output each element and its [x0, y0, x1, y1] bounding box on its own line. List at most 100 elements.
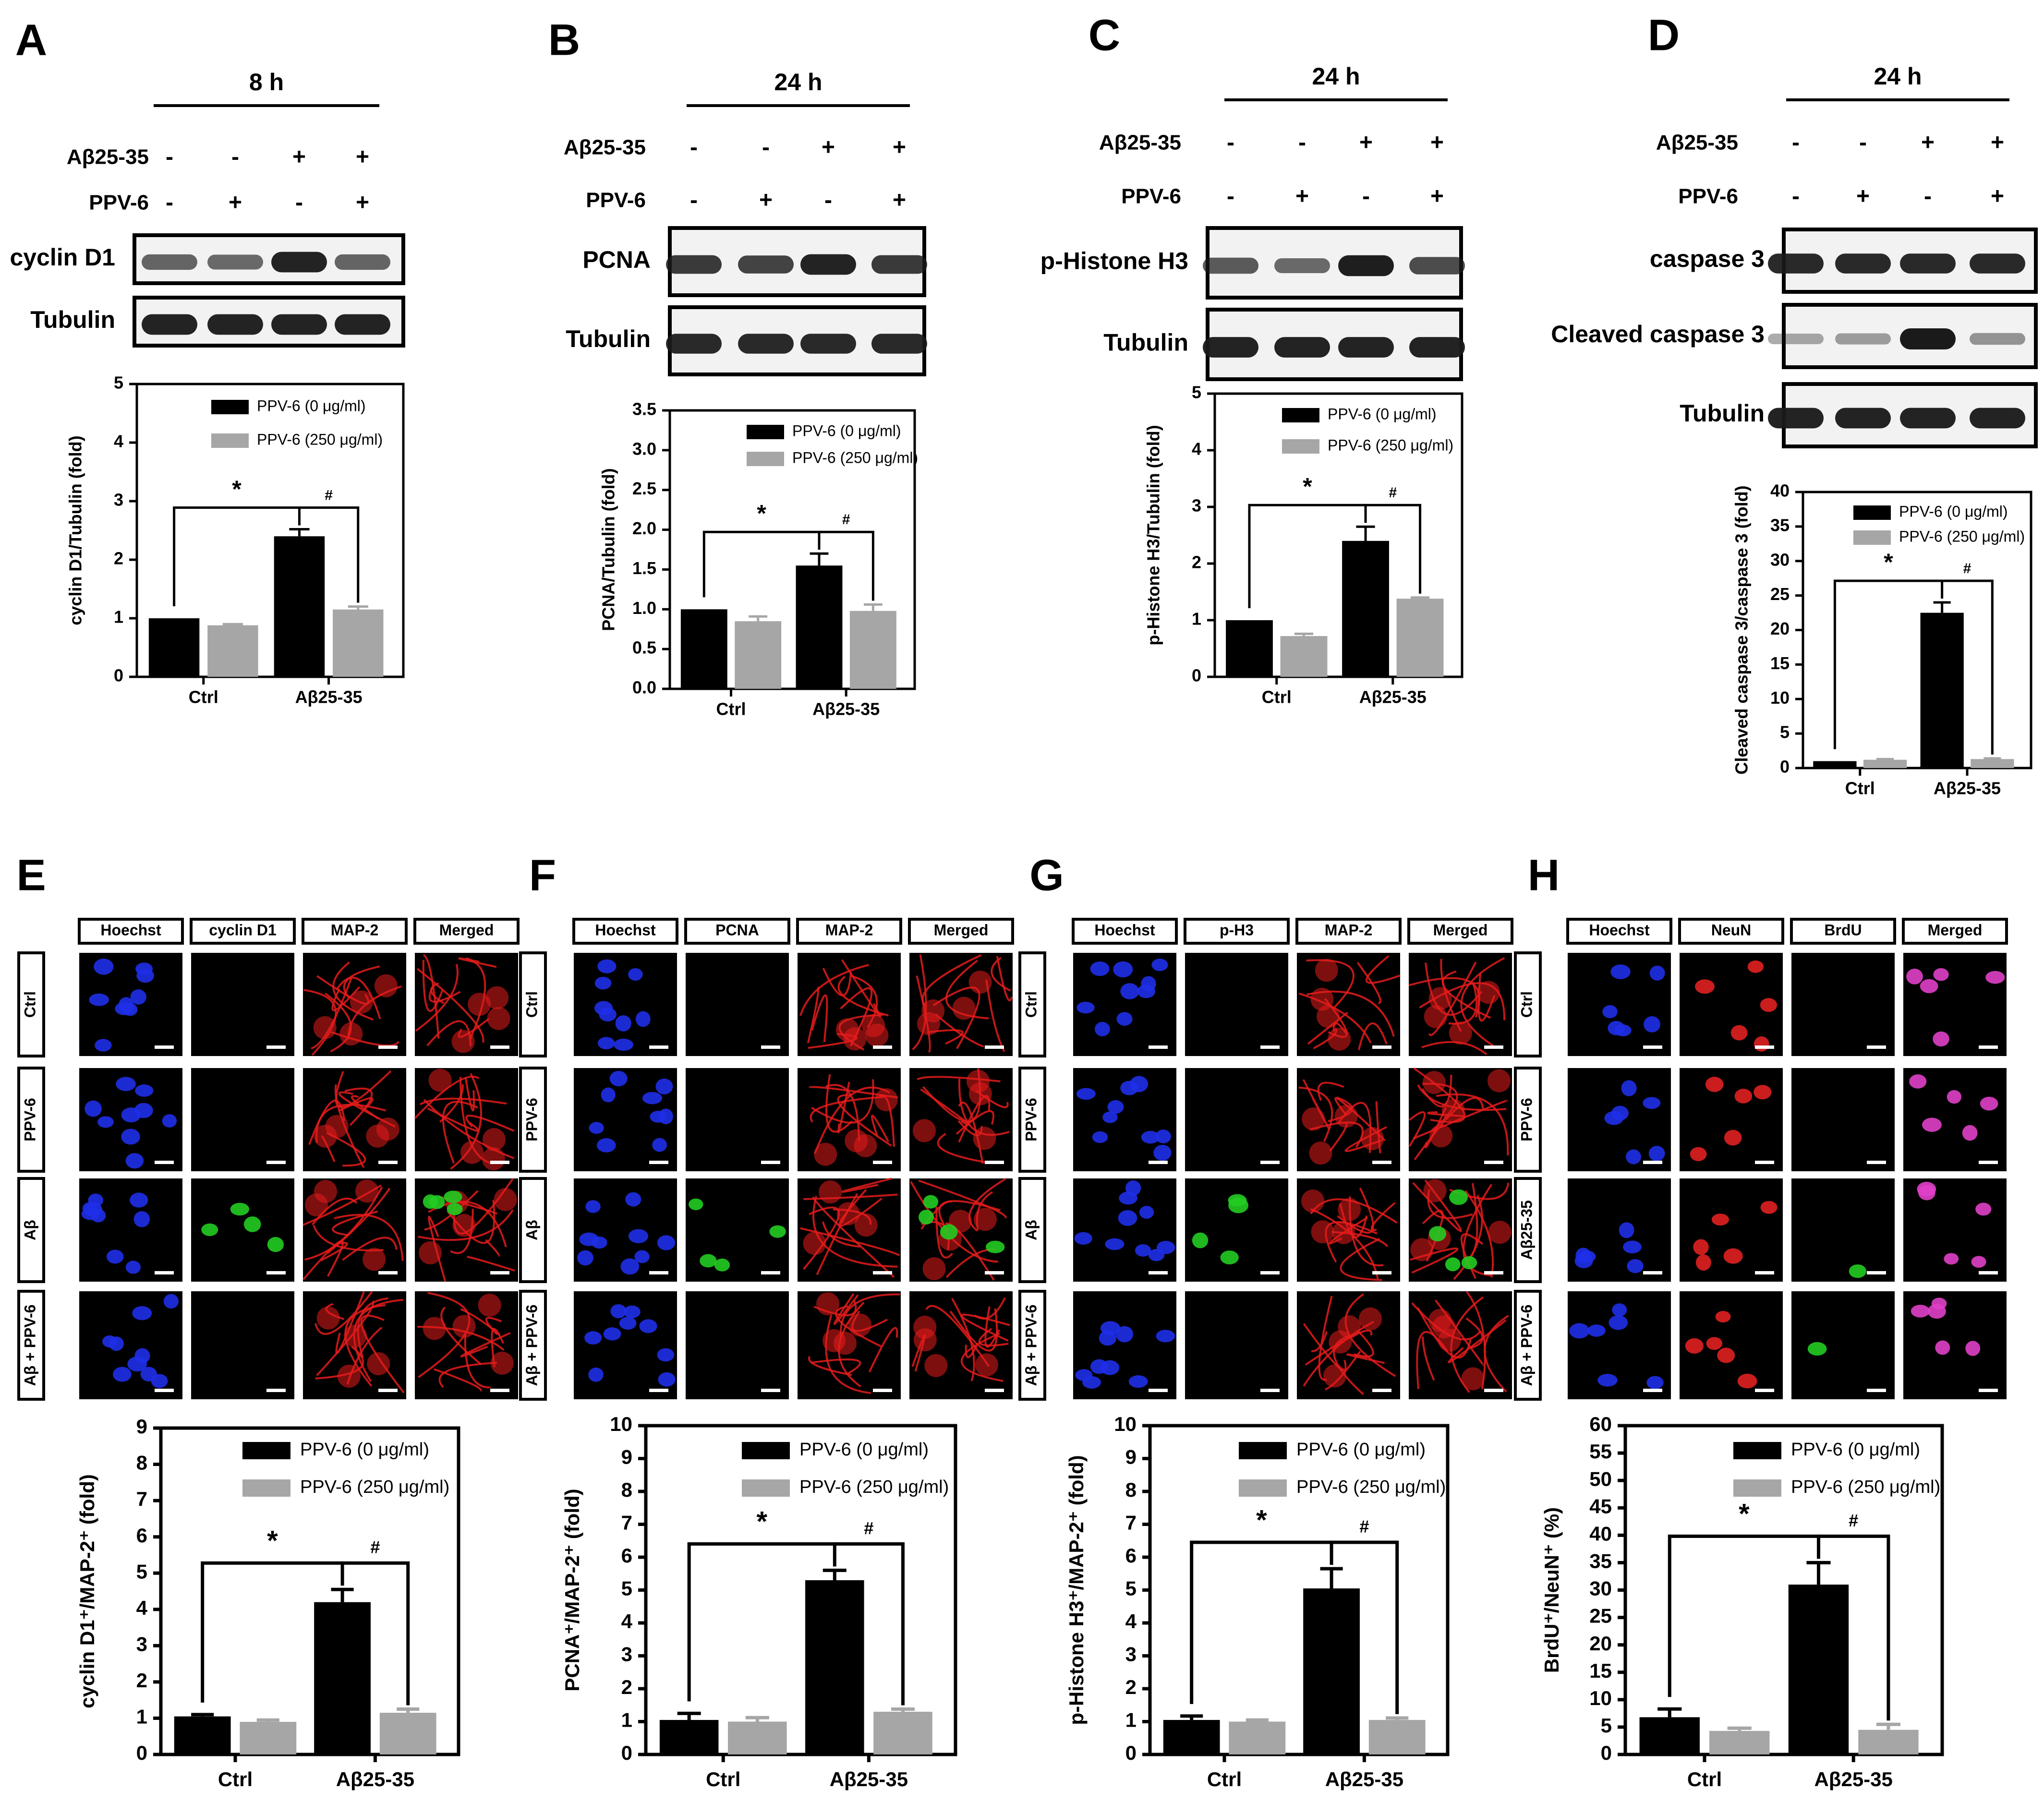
band	[1768, 334, 1824, 344]
nucleus	[615, 1015, 631, 1032]
treatment-sign: +	[356, 144, 369, 170]
y-tick-label: 9	[1125, 1446, 1137, 1468]
micrograph	[191, 1068, 294, 1171]
scale-bar	[1755, 1161, 1774, 1164]
significance-bracket	[819, 530, 874, 601]
micrograph	[1791, 1178, 1895, 1282]
legend-label: PPV-6 (250 μg/ml)	[1791, 1477, 1940, 1497]
treatment-sign: -	[690, 135, 698, 160]
micrograph-background	[1791, 1291, 1895, 1399]
neurite	[1414, 1097, 1484, 1161]
nucleus	[1723, 1248, 1743, 1264]
y-tick-label: 1.0	[632, 598, 656, 618]
soma	[922, 1257, 946, 1281]
neurite	[1412, 1179, 1462, 1232]
row-header: Aβ	[523, 1220, 540, 1240]
bar	[240, 1722, 297, 1754]
micrograph	[686, 1178, 789, 1282]
y-tick-label: 0	[136, 1742, 147, 1764]
scale-bar	[1867, 1045, 1886, 1049]
micrograph	[1680, 1068, 1783, 1171]
neurite	[314, 1291, 373, 1335]
soma	[924, 1354, 948, 1377]
column-header-box	[78, 918, 184, 945]
column-header-box	[1678, 918, 1784, 945]
significance-hash: #	[1849, 1511, 1858, 1530]
soma	[485, 986, 509, 1009]
neurite	[965, 1345, 978, 1358]
treatment-sign: -	[1298, 130, 1306, 156]
treatment-sign: +	[1359, 130, 1373, 156]
micrograph	[1680, 953, 1783, 1056]
micrograph	[909, 953, 1013, 1056]
neurite	[1318, 1296, 1333, 1381]
bar	[1303, 1588, 1360, 1754]
scale-bar	[1643, 1161, 1662, 1164]
scale-bar	[985, 1389, 1004, 1392]
micrograph	[798, 1291, 901, 1399]
micrograph	[909, 1177, 1013, 1282]
bar	[207, 625, 258, 677]
legend-swatch	[747, 425, 784, 439]
row-header: Aβ25-35	[1518, 1200, 1535, 1260]
soma	[1488, 1221, 1512, 1244]
scale-bar	[155, 1045, 174, 1049]
panel-letter-b: B	[548, 15, 580, 64]
neurite	[344, 1087, 373, 1126]
nucleus	[130, 1192, 148, 1208]
significance-star: *	[756, 1506, 767, 1538]
micrograph	[1297, 953, 1401, 1056]
micrograph	[1185, 1178, 1288, 1282]
treatment-label: PPV-6	[1678, 185, 1738, 208]
significance-bracket	[1942, 579, 1994, 755]
soma	[451, 1030, 475, 1053]
scale-bar	[1979, 1045, 1998, 1049]
neurite	[1311, 1331, 1328, 1352]
treatment-sign: +	[759, 188, 773, 213]
y-axis-label: PCNA⁺/MAP-2⁺ (fold)	[561, 1489, 583, 1691]
nucleus	[88, 1193, 104, 1207]
y-tick-label: 5	[1780, 722, 1790, 742]
y-tick-label: 3	[136, 1633, 147, 1655]
nucleus	[1646, 1376, 1664, 1389]
neurite	[417, 968, 484, 1043]
bar	[379, 1713, 436, 1754]
nucleus	[919, 1210, 934, 1225]
scale-bar	[378, 1389, 398, 1392]
neurite	[810, 1358, 861, 1374]
nucleus	[243, 1216, 261, 1232]
scale-bar	[1260, 1045, 1280, 1049]
nucleus	[1971, 1256, 1986, 1268]
plot-frame	[1623, 1424, 1944, 1756]
band	[207, 254, 263, 270]
micrograph	[1297, 1178, 1400, 1282]
column-header: cyclin D1	[209, 921, 277, 938]
y-tick-label: 15	[1589, 1659, 1612, 1682]
column-header: BrdU	[1824, 921, 1862, 938]
bar	[849, 611, 896, 689]
column-header: MAP-2	[1325, 921, 1373, 938]
y-tick-label: 60	[1589, 1413, 1612, 1435]
nucleus	[1569, 1323, 1590, 1339]
micrograph	[1568, 1291, 1671, 1399]
x-tick-label: Ctrl	[1687, 1768, 1722, 1790]
y-tick-label: 3	[621, 1643, 632, 1666]
treatment-sign: -	[1924, 184, 1932, 209]
nucleus	[594, 1001, 613, 1015]
column-header: Merged	[934, 921, 989, 938]
nucleus	[1717, 1347, 1735, 1363]
bar	[1396, 599, 1444, 677]
nucleus	[597, 959, 617, 973]
neurite	[440, 1307, 482, 1365]
nucleus	[1627, 1259, 1644, 1273]
treatment-sign: +	[893, 188, 906, 213]
neurite	[417, 1209, 514, 1241]
neurite	[927, 1029, 964, 1045]
treatment-sign: +	[1991, 184, 2004, 209]
legend-swatch	[747, 452, 784, 466]
soma	[314, 1124, 337, 1148]
scale-bar	[1867, 1161, 1886, 1164]
band	[207, 314, 263, 335]
nucleus	[1711, 1213, 1729, 1226]
neurite	[811, 994, 828, 1042]
